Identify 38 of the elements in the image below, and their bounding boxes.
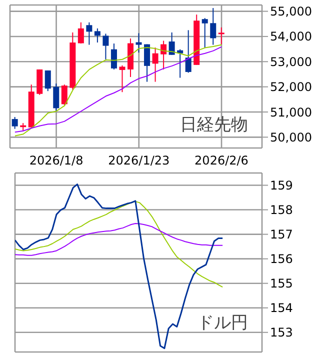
candlestick [152,47,158,82]
x-tick-label: 2026/2/6 [194,154,248,168]
x-tick-label: 2026/1/8 [29,154,84,168]
candlestick [12,116,18,130]
y-tick-label: 158 [270,203,293,218]
y-tick-label: 159 [270,178,293,193]
x-tick-label: 2026/1/23 [108,154,170,168]
y-tick-label: 53,000 [270,54,312,69]
candlestick [119,64,126,93]
y-tick-label: 55,000 [270,4,312,19]
candlestick [78,22,84,44]
line-series [15,223,224,256]
annotation: 日経先物 [180,114,248,136]
candlestick [102,33,109,60]
y-tick-label: 50,000 [270,130,312,144]
candlestick [168,32,175,56]
candlestick [218,26,224,45]
candlestick [53,83,60,112]
candlestick [202,18,208,48]
candlestick [210,8,216,46]
candlestick [44,70,51,92]
y-tick-label: 52,000 [270,80,312,94]
annotation: ドル円 [197,312,248,334]
line-series [15,200,224,288]
y-tick-label: 156 [270,252,293,266]
y-tick-label: 54,000 [270,30,312,44]
candlestick [61,84,68,106]
y-tick-label: 153 [270,326,293,340]
y-tick-label: 51,000 [270,105,312,120]
y-tick-label: 154 [270,301,293,316]
candlestick [94,28,100,44]
candlestick [185,30,192,74]
y-tick-label: 157 [270,228,293,242]
candlestick [136,32,142,54]
candlestick [86,22,92,46]
candlestick [144,44,150,82]
y-tick-label: 155 [270,276,293,291]
candlestick [110,43,117,70]
